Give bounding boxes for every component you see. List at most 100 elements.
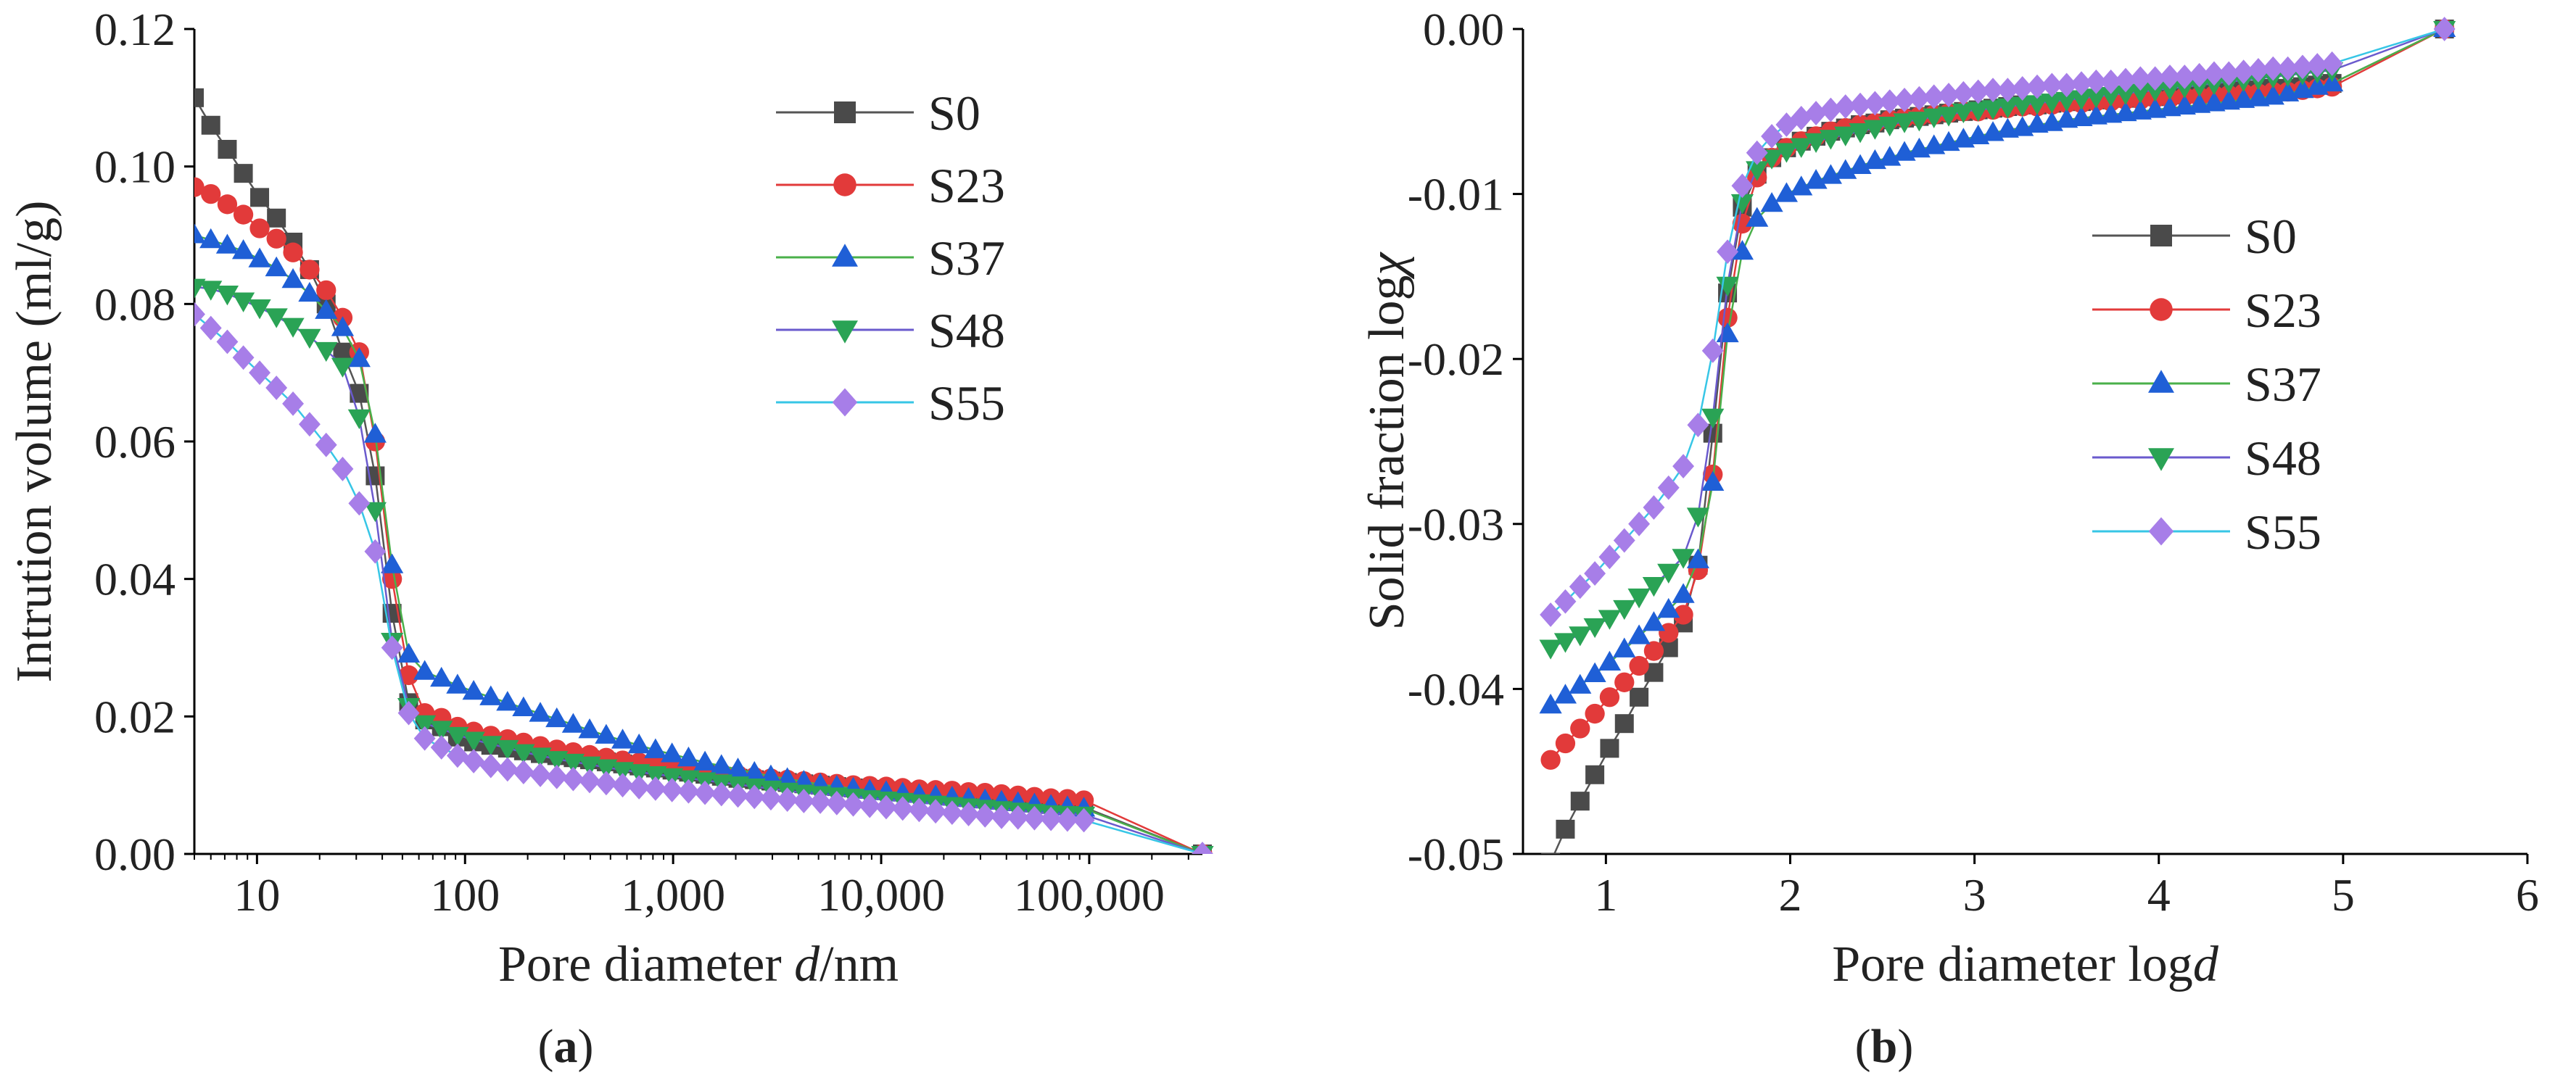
data-point-S55: [611, 773, 634, 798]
x-tick-label: 4: [2147, 869, 2171, 921]
data-point-S37: [1775, 182, 1799, 202]
data-point-S23: [1540, 750, 1561, 770]
data-point-S55: [1643, 495, 1665, 520]
y-axis-label: Solid fraction logχ: [1359, 251, 1415, 630]
data-point-S37: [315, 299, 338, 319]
data-point-S55: [1584, 561, 1606, 586]
legend-label-S23: S23: [2245, 283, 2321, 338]
legend-marker-S48: [832, 320, 858, 344]
data-point-S55: [2159, 65, 2181, 89]
data-point-S55: [644, 776, 666, 801]
data-point-S0: [1556, 819, 1575, 839]
data-point-S37: [430, 666, 453, 687]
data-point-S37: [1657, 597, 1680, 618]
data-point-S48: [1790, 138, 1813, 158]
data-point-S55: [1040, 806, 1062, 831]
data-point-S48: [2026, 95, 2049, 115]
data-point-S37: [194, 223, 206, 244]
data-point-S48: [2040, 94, 2063, 114]
data-point-S55: [1761, 124, 1783, 149]
data-point-S48: [413, 715, 437, 736]
data-point-S55: [991, 804, 1012, 829]
data-point-S55: [891, 796, 914, 821]
data-point-S55: [446, 743, 468, 768]
data-point-S37: [281, 267, 305, 289]
data-point-S48: [1849, 123, 1872, 144]
legend-marker-S23: [2150, 298, 2173, 321]
data-point-S37: [776, 767, 799, 787]
data-point-S48: [1981, 100, 2005, 120]
x-tick-label: 6: [2516, 869, 2539, 921]
data-point-S37: [199, 228, 223, 249]
y-tick-label: -0.02: [1408, 333, 1504, 385]
data-point-S55: [1554, 589, 1577, 614]
data-point-S55: [463, 749, 485, 773]
data-point-S37: [363, 423, 387, 443]
data-point-S55: [1007, 805, 1029, 830]
y-tick-label: 0.04: [94, 554, 176, 605]
data-point-S48: [331, 357, 355, 378]
data-point-S55: [2011, 76, 2034, 101]
data-point-S37: [1539, 693, 1562, 714]
data-point-S48: [1657, 563, 1680, 584]
data-point-S48: [1907, 112, 1931, 132]
data-point-S48: [561, 753, 585, 774]
data-point-S23: [381, 569, 402, 589]
data-point-S37: [644, 738, 667, 758]
y-tick-label: 0.12: [94, 4, 176, 55]
data-point-S48: [1686, 507, 1710, 528]
data-point-S37: [545, 707, 569, 728]
data-point-S55: [628, 775, 651, 800]
data-point-S48: [298, 328, 321, 349]
data-point-S48: [1642, 576, 1666, 597]
data-point-S23: [1643, 641, 1664, 661]
legend-marker-S0: [834, 101, 856, 123]
data-point-S55: [1952, 80, 1975, 106]
data-point-S48: [578, 756, 601, 776]
data-point-S37: [446, 673, 469, 694]
data-point-S55: [545, 764, 568, 789]
data-point-S0: [1570, 792, 1590, 811]
data-point-S55: [809, 789, 832, 814]
data-point-S37: [1716, 322, 1739, 343]
data-point-S55: [1849, 92, 1872, 117]
data-point-S55: [1598, 544, 1621, 570]
data-point-S55: [727, 783, 749, 808]
data-point-S48: [1701, 408, 1725, 429]
data-point-S55: [1672, 454, 1695, 479]
legend: S0 S23 S37 S48 S55: [2092, 209, 2321, 560]
data-point-S48: [1834, 126, 1857, 146]
data-point-S55: [1894, 87, 1915, 112]
data-point-S55: [496, 757, 519, 782]
data-point-S23: [1585, 703, 1605, 724]
data-point-S55: [315, 432, 337, 457]
x-tick-label: 10,000: [817, 869, 945, 921]
data-point-S55: [694, 780, 717, 805]
data-point-S48: [545, 751, 569, 771]
data-point-S55: [381, 635, 403, 660]
data-point-S55: [2262, 56, 2284, 81]
data-point-S48: [1967, 101, 1990, 122]
data-point-S48: [315, 341, 338, 362]
data-point-S48: [2011, 96, 2034, 117]
data-point-S48: [1598, 610, 1622, 630]
data-point-S55: [1701, 338, 1724, 363]
y-tick-label: 0.00: [94, 829, 176, 880]
y-tick-label: 0.00: [1423, 4, 1504, 55]
data-point-S48: [363, 502, 387, 523]
y-tick-label: -0.04: [1408, 663, 1504, 715]
data-point-S55: [1967, 79, 1989, 104]
data-point-S23: [398, 665, 419, 686]
data-point-S37: [726, 758, 750, 778]
y-axis-label: Intrution volume (ml/g): [7, 201, 62, 683]
data-point-S48: [430, 721, 453, 741]
data-point-S0: [194, 88, 204, 107]
data-point-S23: [1599, 687, 1620, 708]
data-point-S37: [347, 347, 371, 368]
series-S37: [1539, 17, 2456, 714]
data-point-S37: [413, 660, 437, 680]
series-S55: [194, 302, 1213, 854]
legend-marker-S0: [2150, 225, 2172, 246]
data-point-S55: [941, 800, 963, 825]
data-point-S0: [1541, 852, 1561, 854]
